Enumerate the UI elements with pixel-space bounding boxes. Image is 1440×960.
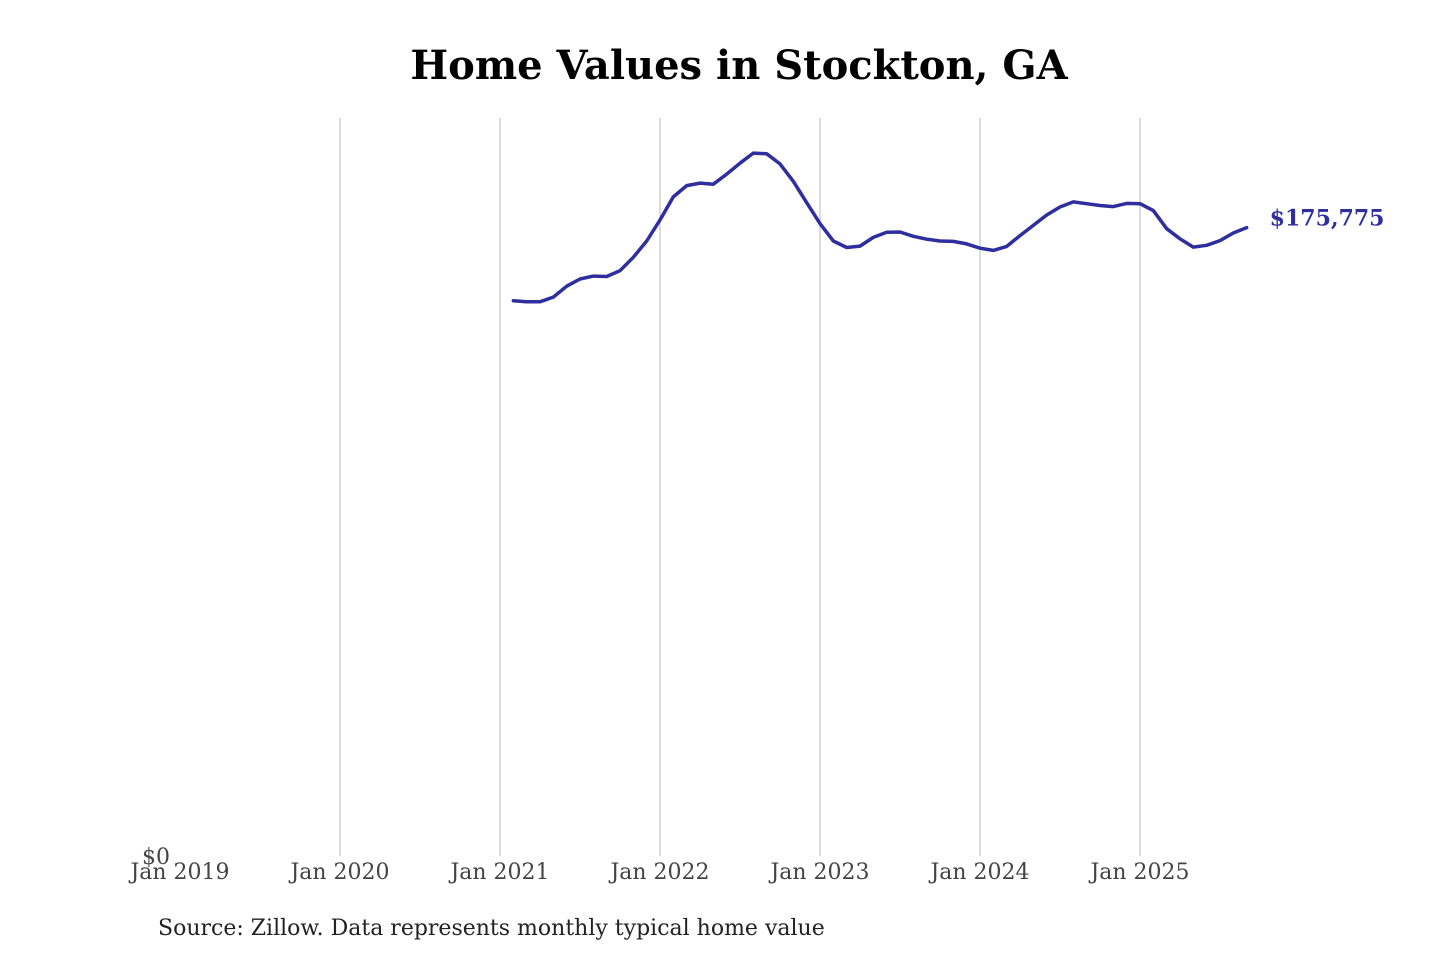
x-tick-label: Jan 2021: [448, 860, 549, 885]
source-note: Source: Zillow. Data represents monthly …: [158, 916, 825, 941]
x-tick-label: Jan 2024: [928, 860, 1029, 885]
x-tick-label: Jan 2019: [128, 860, 229, 885]
labels-layer: Jan 2019 Jan 2020 Jan 2021 Jan 2022 Jan 2023…: [128, 206, 1384, 885]
series-line: [511, 151, 1249, 304]
chart-title: Home Values in Stockton, GA: [410, 42, 1068, 89]
x-tick-label: Jan 2025: [1088, 860, 1189, 885]
x-tick-label: Jan 2023: [768, 860, 869, 885]
x-tick-label: Jan 2022: [608, 860, 709, 885]
gridlines: [339, 118, 1141, 856]
series-layer: [511, 151, 1249, 304]
y-tick-label: $0: [142, 845, 170, 870]
end-value-label: $175,775: [1270, 206, 1385, 232]
x-tick-label: Jan 2020: [288, 860, 389, 885]
